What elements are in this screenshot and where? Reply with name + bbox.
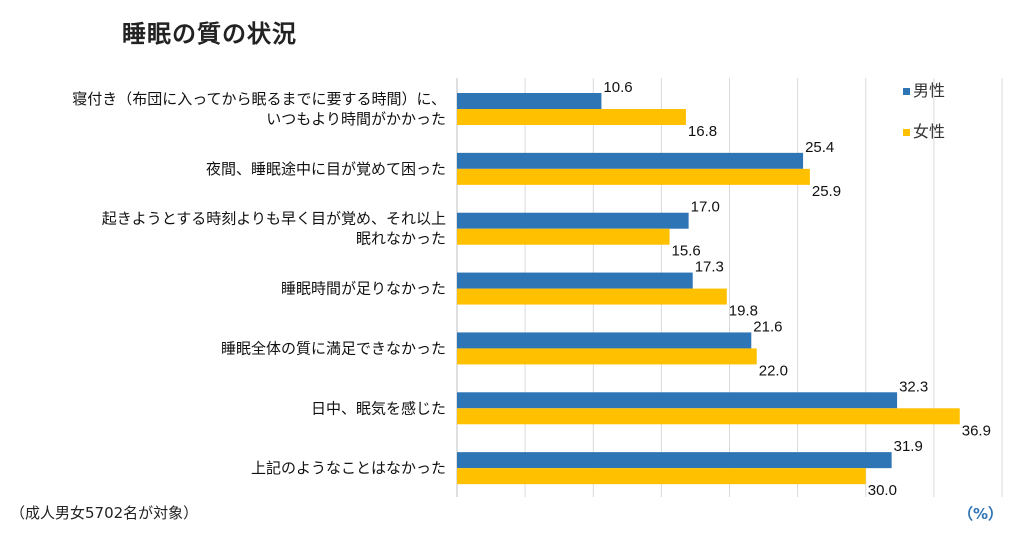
category-label: 起きようとする時刻よりも早く目が覚め、それ以上	[102, 210, 446, 228]
category-label: 日中、眠気を感じた	[311, 399, 446, 417]
value-label: 19.8	[729, 303, 758, 320]
bar-male	[457, 152, 804, 169]
legend-swatch	[903, 129, 910, 136]
value-labels: 10.6 16.8 25.4 25.9 17.0 15.617.3 19.821.6 22.0…	[603, 79, 991, 499]
value-label: 25.9	[812, 183, 841, 200]
bar-female	[457, 109, 686, 125]
legend-label: 女性	[913, 122, 945, 141]
value-label: 10.6	[603, 79, 632, 96]
value-label: 36.9	[962, 422, 991, 439]
category-label: 寝付き（布団に入ってから眠るまでに要する時間）に、	[72, 90, 446, 108]
bar-male	[457, 332, 752, 349]
category-label: 眠れなかった	[356, 230, 446, 248]
legend-label: 男性	[913, 81, 945, 100]
value-label: 15.6	[672, 243, 701, 260]
footnote: （成人男女5702名が対象）	[10, 504, 199, 522]
value-label: 25.4	[805, 139, 834, 156]
category-labels: 寝付き（布団に入ってから眠るまでに要する時間）に、いつもより時間がかかった夜間、…	[72, 90, 446, 477]
value-label: 16.8	[688, 123, 717, 140]
value-label: 17.3	[695, 259, 724, 276]
legend-swatch	[903, 88, 910, 95]
bar-male	[457, 272, 693, 289]
unit-label: （%）	[958, 505, 1004, 523]
bar-male	[457, 452, 892, 469]
bar-male	[457, 392, 898, 409]
category-label: 睡眠時間が足りなかった	[281, 280, 446, 298]
bar-female	[457, 408, 960, 425]
value-label: 22.0	[759, 362, 788, 379]
chart-title: 睡眠の質の状況	[122, 20, 297, 48]
bar-female	[457, 348, 757, 365]
category-label: 睡眠全体の質に満足できなかった	[221, 339, 446, 357]
bar-female	[457, 288, 727, 305]
bar-female	[457, 168, 810, 185]
category-label: 上記のようなことはなかった	[251, 459, 446, 477]
value-label: 31.9	[894, 438, 923, 455]
bar-male	[457, 212, 689, 229]
category-label: いつもより時間がかかった	[266, 110, 446, 128]
bar-female	[457, 228, 670, 245]
bar-male	[457, 93, 602, 109]
value-label: 30.0	[868, 482, 897, 499]
value-label: 21.6	[753, 318, 782, 335]
bars	[457, 93, 960, 485]
bar-female	[457, 468, 866, 485]
value-label: 17.0	[691, 199, 720, 216]
category-label: 夜間、睡眠途中に目が覚めて困った	[206, 160, 446, 178]
value-label: 32.3	[899, 378, 928, 395]
